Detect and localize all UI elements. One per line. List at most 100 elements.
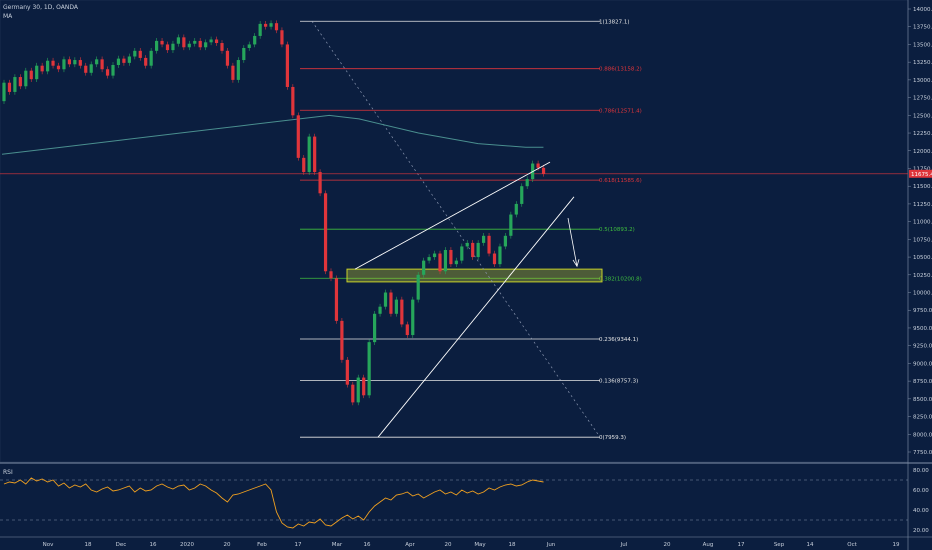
candle-body	[487, 235, 491, 254]
time-axis-label: 17	[295, 542, 302, 548]
candle-body	[198, 40, 202, 48]
candle-body	[269, 23, 273, 27]
candle-body	[432, 253, 437, 258]
candle-body	[367, 342, 371, 396]
candle-body	[116, 58, 121, 65]
candle-body	[7, 82, 12, 92]
rsi-tick-label: 60.00	[913, 488, 929, 494]
price-tick-label: 10750.0	[913, 237, 932, 243]
candle-body	[291, 86, 295, 116]
candle-body	[509, 214, 513, 236]
projection-arrow-shaft	[567, 218, 578, 267]
price-tick-label: 14000.0	[913, 7, 932, 13]
candle-body	[416, 274, 420, 300]
candle-body	[18, 77, 22, 87]
candle-body	[165, 44, 170, 51]
price-tick-label: 9250.0	[913, 344, 932, 350]
candle-body	[231, 65, 235, 80]
fib-level-label: 0.382(10200.8)	[599, 276, 642, 282]
price-tick-label: 12000.0	[913, 149, 932, 155]
fib-level-label: 0.618(11585.6)	[599, 178, 642, 184]
candle-body	[84, 65, 88, 73]
candle-body	[536, 163, 540, 168]
fib-level-label: 0(7959.3)	[599, 435, 626, 441]
candle-body	[2, 82, 6, 102]
time-axis-label: 18	[509, 542, 516, 548]
candle-body	[492, 253, 497, 265]
candle-body	[182, 37, 186, 48]
candle-body	[411, 299, 415, 336]
time-axis-label: Mar	[332, 542, 343, 548]
candle-body	[122, 58, 126, 63]
candle-body	[46, 60, 50, 72]
time-axis-label: Apr	[405, 542, 415, 548]
candle-body	[160, 40, 164, 45]
candle-body	[176, 37, 180, 44]
time-axis-label: Aug	[703, 542, 714, 548]
time-axis-label: 18	[85, 542, 92, 548]
price-tick-label: 8000.0	[913, 432, 932, 438]
fib-level-label: 0.136(8757.3)	[599, 379, 638, 385]
candle-body	[51, 60, 55, 66]
fib-level-label: 0.786(12571.4)	[599, 108, 642, 114]
wedge-lower-line	[377, 196, 575, 438]
candle-body	[285, 44, 289, 87]
support-zone	[346, 268, 603, 283]
price-tick-label: 13500.0	[913, 42, 932, 48]
candle-body	[362, 377, 366, 396]
candle-body	[111, 64, 115, 76]
candle-body	[258, 23, 262, 36]
candle-body	[214, 39, 219, 44]
candle-body	[236, 60, 240, 80]
main-pane-border	[0, 0, 909, 463]
time-axis-label: 14	[807, 542, 814, 548]
candle-body	[100, 59, 104, 70]
candle-body	[253, 35, 257, 45]
candle-body	[351, 384, 355, 403]
time-axis-label: Sep	[774, 542, 785, 548]
candle-body	[149, 50, 153, 66]
symbol-title: Germany 30, 1D, OANDA	[3, 4, 79, 11]
candle-body	[35, 65, 39, 80]
ma-line	[1, 114, 544, 155]
candle-body	[313, 136, 317, 173]
rsi-tick-label: 40.00	[913, 508, 929, 514]
ma-indicator-label[interactable]: MA	[3, 13, 13, 20]
price-tick-label: 8250.0	[913, 415, 932, 421]
candle-body	[389, 292, 393, 314]
time-axis-label: 20	[224, 542, 231, 548]
candle-body	[520, 186, 524, 204]
candle-body	[280, 30, 284, 45]
candle-body	[345, 359, 349, 385]
time-axis-label: 20	[664, 542, 671, 548]
candle-body	[187, 43, 191, 48]
candle-body	[340, 320, 344, 360]
wedge-upper-line	[354, 161, 551, 270]
candle-body	[127, 56, 131, 63]
candle-body	[378, 306, 382, 314]
candle-body	[105, 69, 110, 76]
price-tick-label: 13250.0	[913, 60, 932, 66]
candle-body	[525, 179, 529, 187]
candle-body	[334, 278, 339, 321]
time-axis-label: May	[474, 542, 486, 548]
candle-body	[482, 235, 486, 243]
price-tick-label: 8500.0	[913, 397, 932, 403]
price-tick-label: 9750.0	[913, 308, 932, 314]
rsi-tick-label: 80.00	[913, 468, 929, 474]
last-price-label: 11675.4	[911, 172, 932, 178]
time-axis-label: Feb	[257, 542, 267, 548]
time-axis-label: Oct	[847, 542, 857, 548]
price-tick-label: 11500.0	[913, 184, 932, 190]
rsi-tick-label: 20.00	[913, 528, 929, 534]
candle-body	[62, 59, 66, 70]
price-tick-label: 10500.0	[913, 255, 932, 261]
time-axis-label: 17	[738, 542, 745, 548]
time-axis-label: 16	[150, 542, 157, 548]
time-axis-label: 16	[364, 542, 371, 548]
candle-body	[67, 59, 71, 65]
price-tick-label: 12500.0	[913, 113, 932, 119]
rsi-indicator-label[interactable]: RSI	[3, 469, 13, 476]
